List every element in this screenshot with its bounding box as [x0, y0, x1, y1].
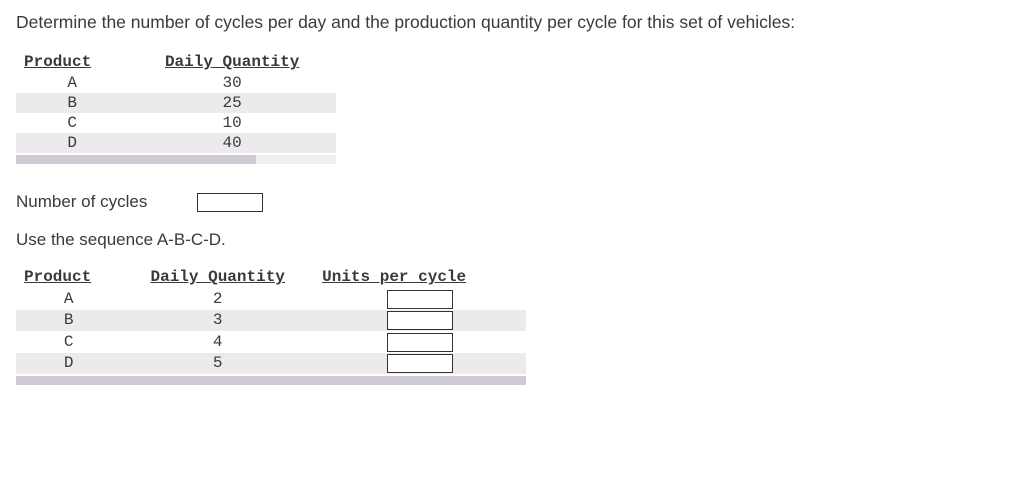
table-1: Product Daily Quantity A 30 B 25 C 10 D … [16, 51, 336, 153]
table-2-header-qty: Daily Quantity [121, 266, 314, 288]
table-1-header-qty: Daily Quantity [128, 51, 336, 73]
table-2-header-upc: Units per cycle [314, 266, 526, 288]
upc-input[interactable] [387, 354, 453, 373]
upc-input[interactable] [387, 311, 453, 330]
scrollbar[interactable] [16, 155, 336, 164]
cell-upc [314, 288, 526, 310]
cell-qty: 2 [121, 288, 314, 310]
cell-upc [314, 353, 526, 375]
cell-qty: 5 [121, 353, 314, 375]
cell-product: C [16, 113, 128, 133]
cycles-label: Number of cycles [16, 192, 147, 212]
cell-product: D [16, 133, 128, 153]
upc-input[interactable] [387, 333, 453, 352]
cell-product: A [16, 73, 128, 93]
table-row: A 2 [16, 288, 526, 310]
table-1-wrap: Product Daily Quantity A 30 B 25 C 10 D … [16, 51, 336, 164]
table-2-header-product: Product [16, 266, 121, 288]
table-row: A 30 [16, 73, 336, 93]
cell-qty: 25 [128, 93, 336, 113]
cell-qty: 10 [128, 113, 336, 133]
cell-product: D [16, 353, 121, 375]
table-2-wrap: Product Daily Quantity Units per cycle A… [16, 266, 526, 385]
table-row: C 10 [16, 113, 336, 133]
table-2: Product Daily Quantity Units per cycle A… [16, 266, 526, 374]
cell-product: C [16, 331, 121, 353]
table-row: D 40 [16, 133, 336, 153]
sequence-label: Use the sequence A-B-C-D. [16, 230, 1008, 250]
cell-upc [314, 331, 526, 353]
cell-qty: 4 [121, 331, 314, 353]
scrollbar-thumb[interactable] [16, 376, 526, 385]
table-row: B 3 [16, 310, 526, 332]
cell-qty: 40 [128, 133, 336, 153]
cell-upc [314, 310, 526, 332]
table-row: C 4 [16, 331, 526, 353]
cell-product: A [16, 288, 121, 310]
cycles-input[interactable] [197, 193, 263, 212]
cell-product: B [16, 310, 121, 332]
scrollbar-thumb[interactable] [16, 155, 256, 164]
table-1-header-product: Product [16, 51, 128, 73]
cell-qty: 3 [121, 310, 314, 332]
table-row: B 25 [16, 93, 336, 113]
cell-qty: 30 [128, 73, 336, 93]
cell-product: B [16, 93, 128, 113]
upc-input[interactable] [387, 290, 453, 309]
question-text: Determine the number of cycles per day a… [16, 12, 1008, 33]
scrollbar[interactable] [16, 376, 526, 385]
table-row: D 5 [16, 353, 526, 375]
